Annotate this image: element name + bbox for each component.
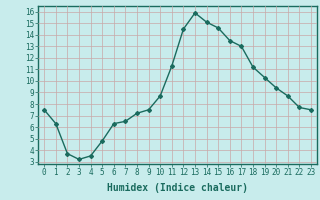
X-axis label: Humidex (Indice chaleur): Humidex (Indice chaleur) [107, 183, 248, 193]
